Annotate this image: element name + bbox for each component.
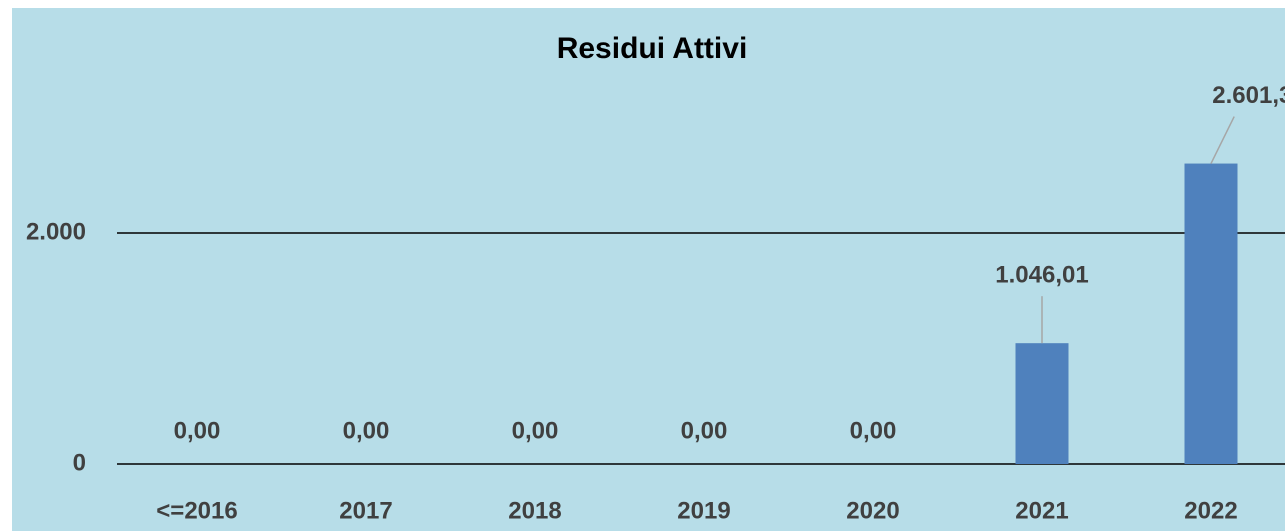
value-label: 1.046,01: [995, 262, 1088, 289]
y-tick-label: 0: [73, 449, 86, 476]
y-tick-label: 2.000: [26, 218, 86, 245]
value-label: 0,00: [850, 417, 897, 444]
bar: [1015, 343, 1069, 464]
x-tick-label: 2017: [339, 497, 392, 524]
bar: [1184, 163, 1238, 464]
chart-title: Residui Attivi: [557, 32, 748, 65]
x-tick-label: 2020: [846, 497, 899, 524]
x-tick-label: <=2016: [156, 497, 237, 524]
x-tick-label: 2019: [677, 497, 730, 524]
value-label: 0,00: [343, 417, 390, 444]
chart-background: [12, 8, 1285, 531]
x-tick-label: 2021: [1015, 497, 1068, 524]
value-label: 0,00: [681, 417, 728, 444]
value-label: 0,00: [174, 417, 221, 444]
value-label: 0,00: [512, 417, 559, 444]
x-tick-label: 2018: [508, 497, 561, 524]
x-tick-label: 2022: [1184, 497, 1237, 524]
leader-line: [1210, 116, 1235, 164]
value-label: 2.601,30: [1212, 82, 1285, 109]
